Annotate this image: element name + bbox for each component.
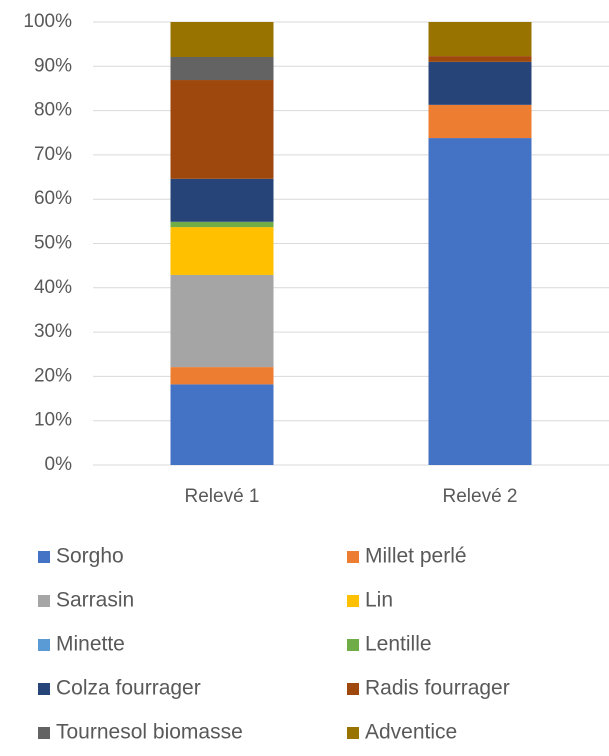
legend-swatch bbox=[38, 551, 50, 563]
bar-segment bbox=[170, 274, 274, 368]
legend-label: Lin bbox=[365, 589, 393, 612]
legend-swatch bbox=[38, 683, 50, 695]
legend-swatch bbox=[347, 595, 359, 607]
x-tick-label: Relevé 1 bbox=[185, 486, 260, 507]
bar-segment bbox=[428, 22, 532, 57]
legend-label: Lentille bbox=[365, 633, 432, 656]
bar-segment bbox=[170, 80, 274, 179]
bar-segment bbox=[428, 56, 532, 62]
y-tick-label: 30% bbox=[34, 321, 72, 342]
legend-swatch bbox=[347, 727, 359, 739]
bar-segment bbox=[428, 104, 532, 139]
bar-segment bbox=[170, 367, 274, 385]
legend-label: Colza fourrager bbox=[56, 677, 201, 700]
y-tick-label: 70% bbox=[34, 144, 72, 165]
y-tick-label: 40% bbox=[34, 277, 72, 298]
legend-swatch bbox=[38, 639, 50, 651]
legend-label: Sarrasin bbox=[56, 589, 134, 612]
legend-label: Millet perlé bbox=[365, 545, 467, 568]
legend-swatch bbox=[38, 727, 50, 739]
bar-segment bbox=[170, 56, 274, 81]
bar-segment bbox=[170, 384, 274, 465]
bar-segment bbox=[428, 138, 532, 466]
y-tick-label: 20% bbox=[34, 365, 72, 386]
legend-swatch bbox=[347, 551, 359, 563]
bar-segment bbox=[170, 227, 274, 275]
legend-swatch bbox=[347, 639, 359, 651]
y-tick-label: 50% bbox=[34, 233, 72, 254]
legend-label: Radis fourrager bbox=[365, 677, 510, 700]
legend-swatch bbox=[38, 595, 50, 607]
bar-segment bbox=[170, 22, 274, 57]
legend-swatch bbox=[347, 683, 359, 695]
y-tick-label: 0% bbox=[45, 454, 73, 475]
legend-label: Tournesol biomasse bbox=[56, 721, 243, 744]
bar-segment bbox=[428, 61, 532, 105]
legend-label: Minette bbox=[56, 633, 125, 656]
legend-label: Adventice bbox=[365, 721, 457, 744]
y-tick-label: 80% bbox=[34, 100, 72, 121]
y-tick-label: 100% bbox=[23, 11, 72, 32]
y-tick-label: 10% bbox=[34, 410, 72, 431]
y-tick-label: 90% bbox=[34, 55, 72, 76]
x-tick-label: Relevé 2 bbox=[443, 486, 518, 507]
bar-segment bbox=[170, 221, 274, 228]
y-tick-label: 60% bbox=[34, 188, 72, 209]
legend-label: Sorgho bbox=[56, 545, 124, 568]
bar-segment bbox=[170, 178, 274, 222]
